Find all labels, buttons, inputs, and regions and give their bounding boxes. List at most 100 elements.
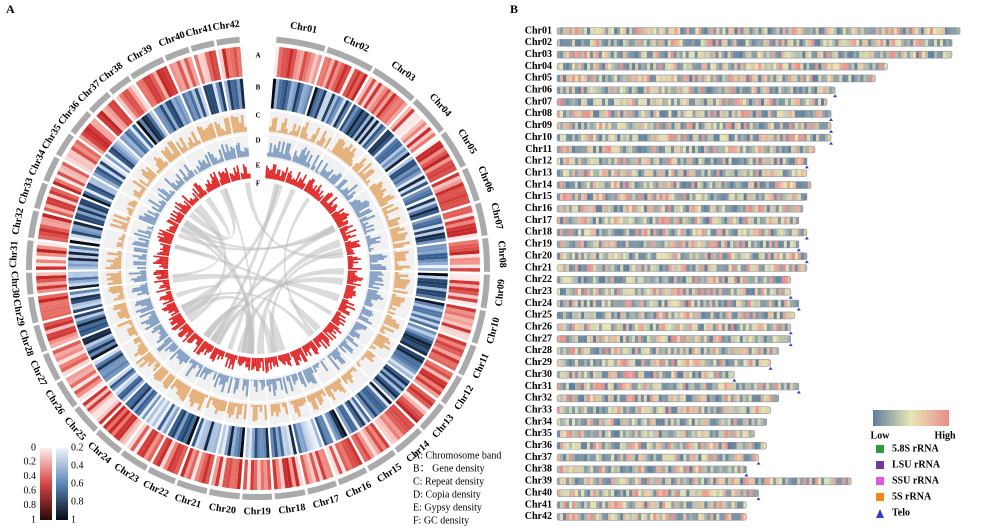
band-cell	[560, 228, 564, 236]
band-cell	[725, 74, 729, 82]
band-cell	[661, 323, 666, 331]
band-cell	[781, 39, 785, 47]
track-letter: D	[255, 137, 260, 145]
band-cell	[701, 110, 705, 118]
band-cell	[601, 146, 606, 153]
gene-density-cell	[445, 222, 477, 232]
gene-density-cell	[302, 453, 314, 484]
band-cell	[598, 86, 603, 94]
band-cell	[694, 418, 699, 426]
band-cell	[724, 39, 728, 47]
band-cell	[767, 74, 771, 82]
band-cell	[707, 371, 711, 379]
band-cell	[713, 252, 717, 260]
band-cell	[649, 276, 654, 284]
band-cell	[583, 394, 588, 402]
band-cell	[589, 86, 594, 94]
band-cell	[676, 335, 681, 343]
band-cell	[640, 323, 645, 331]
gc-density-bar	[209, 345, 215, 353]
band-cell	[610, 86, 615, 94]
band-cell	[670, 335, 675, 343]
repeat-density-cell	[310, 418, 323, 448]
band-cell	[671, 134, 675, 142]
band-cell	[565, 323, 570, 331]
band-cell	[770, 63, 774, 71]
repeat-density-cell	[349, 112, 370, 139]
chromosome-arc	[26, 240, 34, 271]
gc-density-bar	[294, 181, 299, 187]
band-cell	[628, 39, 633, 47]
band-cell	[736, 276, 741, 284]
band-cell	[574, 300, 579, 308]
band-cell	[662, 74, 666, 82]
band-cell	[674, 27, 678, 35]
band-cell	[778, 323, 783, 331]
gene-density-cell	[433, 178, 463, 194]
repeat-density-cell	[299, 84, 311, 115]
band-cell	[781, 86, 785, 94]
gypsy-density-bar	[316, 170, 319, 174]
band-cell	[638, 193, 642, 201]
band-cell	[742, 181, 746, 189]
gene-density-cell	[415, 140, 442, 161]
gypsy-density-bar	[208, 369, 212, 375]
band-cell	[560, 169, 564, 177]
band-cell	[904, 39, 908, 47]
band-cell	[686, 406, 690, 414]
band-cell	[673, 146, 678, 153]
band-cell	[803, 27, 807, 35]
gypsy-density-bar	[325, 356, 328, 358]
band-cell	[601, 240, 606, 248]
band-cell	[821, 98, 825, 106]
repeat-density-cell	[402, 334, 431, 351]
band-cell	[659, 98, 663, 106]
band-cell	[739, 181, 743, 189]
band-cell	[773, 311, 778, 319]
band-cell	[682, 300, 686, 308]
band-cell	[667, 300, 671, 308]
gypsy-density-bar	[213, 370, 216, 373]
band-cell	[574, 394, 579, 402]
band-cell	[599, 193, 603, 201]
band-cell	[643, 323, 648, 331]
band-cell	[695, 74, 699, 82]
band-cell	[719, 264, 723, 272]
gc-density-bar	[339, 304, 348, 309]
gypsy-density-bar	[177, 349, 183, 355]
band-cell	[637, 51, 642, 59]
band-cell	[652, 394, 657, 402]
gypsy-density-bar	[369, 273, 384, 276]
band-cell	[766, 146, 771, 153]
band-cell	[677, 134, 681, 142]
band-cell	[587, 134, 591, 142]
band-cell	[665, 252, 669, 260]
band-cell	[758, 169, 763, 177]
copia-density-bar	[393, 285, 406, 290]
band-cell	[586, 217, 591, 225]
band-cell	[925, 39, 929, 47]
gc-density-bar	[282, 167, 289, 182]
band-cell	[626, 74, 630, 82]
gc-density-bar	[347, 257, 361, 261]
track-background	[333, 170, 365, 203]
copia-density-bar	[333, 380, 343, 393]
band-cell	[709, 383, 713, 390]
band-cell	[686, 122, 690, 130]
band-cell	[580, 394, 585, 402]
copia-density-bar	[342, 150, 352, 162]
band-cell	[583, 205, 588, 213]
band-cell	[653, 371, 657, 379]
band-cell	[704, 228, 708, 236]
gene-density-cell	[301, 51, 312, 82]
band-cell	[680, 406, 684, 414]
band-cell	[581, 359, 585, 367]
repeat-density-cell	[388, 357, 416, 378]
band-cell	[644, 228, 648, 236]
track-background	[346, 320, 376, 347]
band-cell	[780, 383, 785, 390]
red-scale-tick: 1	[31, 514, 36, 525]
band-cell	[623, 27, 627, 35]
copia-density-bar	[305, 137, 309, 141]
band-cell	[772, 335, 777, 343]
